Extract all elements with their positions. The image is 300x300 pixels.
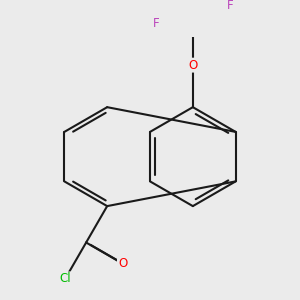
Text: Cl: Cl xyxy=(59,272,71,285)
Text: O: O xyxy=(118,257,127,270)
Text: F: F xyxy=(152,16,159,30)
Text: O: O xyxy=(188,58,197,72)
Text: F: F xyxy=(226,0,233,12)
